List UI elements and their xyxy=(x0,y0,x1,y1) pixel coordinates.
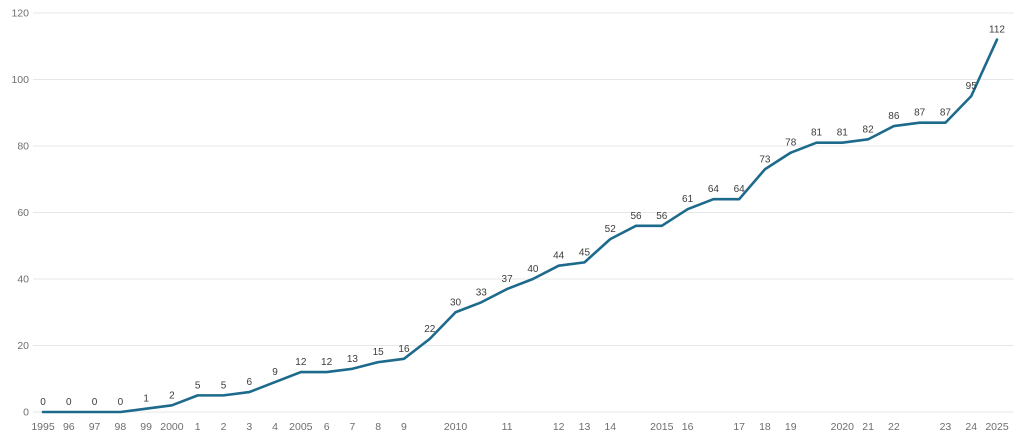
x-tick-label: 16 xyxy=(682,421,694,433)
x-tick-label: 98 xyxy=(115,421,127,433)
x-tick-label: 2025 xyxy=(985,421,1009,433)
y-tick-label: 120 xyxy=(11,8,29,20)
data-point-label: 73 xyxy=(759,154,771,165)
x-tick-label: 4 xyxy=(272,421,278,433)
data-point-label: 44 xyxy=(553,251,565,262)
x-tick-label: 14 xyxy=(604,421,616,433)
data-point-label: 5 xyxy=(195,380,201,391)
x-tick-label: 3 xyxy=(246,421,252,433)
data-point-label: 12 xyxy=(321,357,333,368)
data-point-label: 81 xyxy=(811,128,823,139)
x-axis-tick-labels: 1995 96 97 98 99 2000 1 2 3 4 2005 6 7 8 9 2010 11 12 13 14… xyxy=(31,421,1009,433)
data-point-label: 6 xyxy=(246,377,252,388)
x-tick-label: 24 xyxy=(965,421,977,433)
y-tick-label: 0 xyxy=(23,407,29,419)
data-point-label: 112 xyxy=(989,25,1005,36)
data-point-label: 2 xyxy=(169,390,175,401)
x-tick-label: 11 xyxy=(502,421,513,433)
data-point-label: 87 xyxy=(940,108,952,119)
y-axis-tick-labels: 0 20 40 60 80 100 120 xyxy=(11,8,29,419)
data-point-label: 61 xyxy=(682,194,694,205)
data-point-label: 0 xyxy=(66,397,72,408)
x-tick-label: 97 xyxy=(89,421,101,433)
series-line xyxy=(41,38,999,414)
x-tick-label: 99 xyxy=(140,421,152,433)
data-point-label: 56 xyxy=(630,211,642,222)
x-tick-label: 1 xyxy=(195,421,201,433)
data-point-label: 78 xyxy=(785,138,797,149)
data-point-label: 40 xyxy=(527,264,539,275)
data-point-label: 15 xyxy=(373,347,385,358)
data-point-label: 81 xyxy=(837,128,849,139)
x-tick-label: 2000 xyxy=(160,421,184,433)
x-tick-label: 6 xyxy=(324,421,330,433)
x-tick-label: 2010 xyxy=(444,421,468,433)
data-point-label: 64 xyxy=(734,184,746,195)
data-point-label: 37 xyxy=(502,274,514,285)
x-tick-label: 17 xyxy=(733,421,745,433)
data-point-label: 16 xyxy=(398,344,410,355)
data-point-label: 86 xyxy=(888,111,900,122)
x-tick-label: 8 xyxy=(375,421,381,433)
x-tick-label: 23 xyxy=(940,421,952,433)
x-tick-label: 19 xyxy=(785,421,797,433)
data-point-label: 82 xyxy=(863,124,875,135)
x-tick-label: 1995 xyxy=(31,421,55,433)
data-point-label: 95 xyxy=(966,81,978,92)
y-tick-label: 100 xyxy=(11,74,29,86)
x-tick-label: 13 xyxy=(579,421,591,433)
y-tick-label: 20 xyxy=(17,340,29,352)
data-point-label: 5 xyxy=(221,380,227,391)
x-tick-label: 18 xyxy=(759,421,771,433)
data-point-label: 13 xyxy=(347,354,359,365)
x-tick-label: 22 xyxy=(888,421,900,433)
data-point-label: 22 xyxy=(424,324,436,335)
data-point-label: 87 xyxy=(914,108,926,119)
y-tick-label: 80 xyxy=(17,141,29,153)
data-point-label: 52 xyxy=(605,224,617,235)
data-point-label: 0 xyxy=(40,397,46,408)
data-point-label: 12 xyxy=(295,357,307,368)
x-tick-label: 12 xyxy=(553,421,565,433)
data-point-label: 0 xyxy=(118,397,124,408)
x-tick-label: 2020 xyxy=(831,421,855,433)
data-point-label: 9 xyxy=(272,367,278,378)
data-point-label: 56 xyxy=(656,211,668,222)
x-tick-label: 96 xyxy=(63,421,75,433)
x-tick-label: 2015 xyxy=(650,421,674,433)
x-tick-label: 2 xyxy=(221,421,227,433)
x-tick-label: 21 xyxy=(862,421,874,433)
data-point-label: 64 xyxy=(708,184,720,195)
data-point-label: 33 xyxy=(476,287,488,298)
y-tick-label: 60 xyxy=(17,207,29,219)
y-grid xyxy=(33,12,1014,413)
x-tick-label: 9 xyxy=(401,421,407,433)
y-tick-label: 40 xyxy=(17,274,29,286)
data-point-label: 0 xyxy=(92,397,98,408)
data-point-label: 1 xyxy=(143,394,149,405)
data-point-label: 45 xyxy=(579,247,591,258)
x-tick-label: 7 xyxy=(349,421,355,433)
data-point-label: 30 xyxy=(450,297,462,308)
x-tick-label: 2005 xyxy=(289,421,313,433)
